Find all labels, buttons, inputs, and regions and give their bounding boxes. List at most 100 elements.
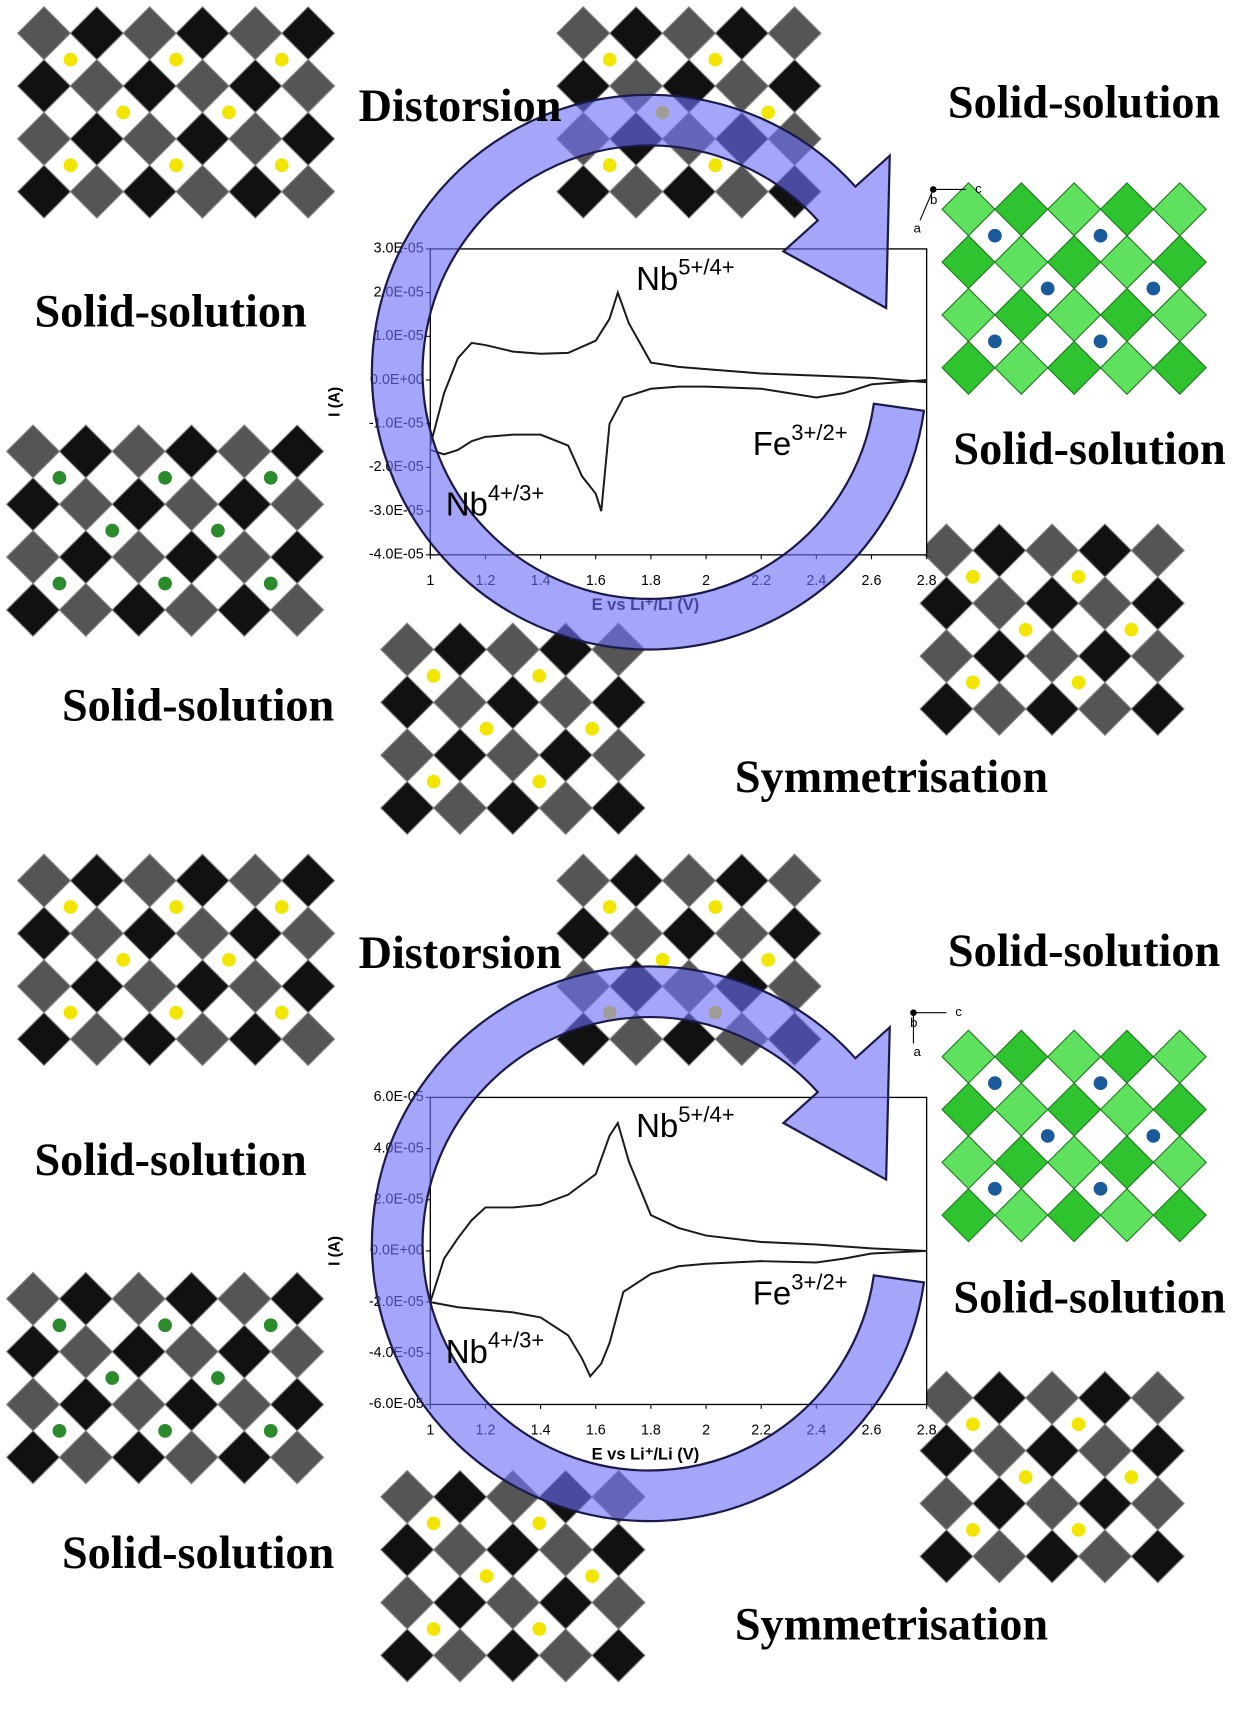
octahedron xyxy=(175,111,230,167)
octahedron xyxy=(58,1430,114,1485)
octahedron xyxy=(485,675,541,730)
octahedron xyxy=(972,681,1027,737)
octahedron xyxy=(175,1011,230,1067)
atom xyxy=(274,900,289,914)
atom xyxy=(1093,334,1108,349)
octahedron xyxy=(164,477,219,532)
octahedron xyxy=(941,1082,996,1137)
phase-label: Solid-solution xyxy=(948,925,1220,976)
octahedron xyxy=(58,424,114,479)
peak-element: Nb xyxy=(446,485,488,522)
octahedron xyxy=(58,582,114,638)
axis-origin xyxy=(910,1009,917,1016)
octahedron xyxy=(217,1324,272,1379)
octahedron xyxy=(122,6,177,61)
octahedron xyxy=(919,681,974,737)
atom xyxy=(52,1318,67,1333)
octahedron xyxy=(1046,182,1102,237)
octahedron xyxy=(767,58,822,114)
cv-curve xyxy=(429,289,927,446)
octahedron xyxy=(269,424,325,479)
octahedron xyxy=(1024,576,1080,631)
octahedron xyxy=(58,477,114,532)
phase-label: Solid-solution xyxy=(953,1272,1225,1323)
atom xyxy=(1124,622,1139,637)
octahedron xyxy=(1077,1529,1133,1584)
x-tick-label: 1.8 xyxy=(641,573,661,589)
octahedron xyxy=(175,58,230,114)
axis-label: b xyxy=(910,1015,917,1030)
octahedron xyxy=(1130,523,1185,578)
octahedron xyxy=(111,424,166,479)
octahedron xyxy=(591,1628,646,1683)
atom xyxy=(479,721,494,736)
octahedron xyxy=(1024,681,1080,737)
octahedron xyxy=(591,780,646,836)
octahedron xyxy=(5,1324,61,1379)
octahedron xyxy=(608,6,664,61)
octahedron xyxy=(228,164,283,219)
octahedron xyxy=(16,164,72,219)
octahedron xyxy=(1130,1370,1185,1426)
atom xyxy=(708,52,723,67)
atom xyxy=(532,774,547,789)
octahedron xyxy=(1077,1423,1133,1478)
octahedron xyxy=(16,1011,72,1067)
atom xyxy=(532,1516,547,1531)
cv-curve xyxy=(429,1120,927,1303)
octahedron xyxy=(767,906,822,961)
octahedron xyxy=(1024,1423,1080,1478)
peak-redox: 5+/4+ xyxy=(678,255,734,280)
octahedron xyxy=(269,1271,325,1327)
atom xyxy=(274,1005,289,1020)
octahedron xyxy=(538,1522,593,1577)
octahedron xyxy=(269,1377,325,1432)
octahedron xyxy=(1046,234,1102,290)
octahedron xyxy=(280,1011,336,1067)
octahedron xyxy=(217,1377,272,1432)
octahedron xyxy=(432,1628,488,1683)
octahedron xyxy=(1077,1370,1133,1426)
octahedron xyxy=(1046,1135,1102,1190)
atom xyxy=(602,158,617,173)
octahedron xyxy=(556,853,611,908)
octahedron xyxy=(591,1522,646,1577)
octahedron xyxy=(69,906,125,961)
octahedron xyxy=(1024,523,1080,578)
octahedron xyxy=(432,1522,488,1577)
atom xyxy=(105,1371,120,1385)
octahedron xyxy=(994,1187,1049,1243)
atom xyxy=(52,470,67,485)
atom xyxy=(274,158,289,173)
octahedron xyxy=(175,6,230,61)
octahedron xyxy=(122,58,177,114)
phase-label: Solid-solution xyxy=(62,1527,334,1578)
octahedron xyxy=(380,622,435,677)
atom xyxy=(211,1371,225,1385)
x-tick-label: 1.6 xyxy=(586,573,606,589)
octahedron xyxy=(1046,1029,1102,1084)
x-tick-label: 2.8 xyxy=(917,573,937,589)
octahedron xyxy=(58,1324,114,1379)
octahedron xyxy=(1077,1476,1133,1531)
octahedron xyxy=(1152,1187,1207,1243)
octahedron xyxy=(941,1029,996,1084)
x-tick-label: 1.8 xyxy=(641,1423,661,1439)
atom xyxy=(1071,569,1086,584)
atom xyxy=(1040,281,1055,296)
y-tick-label: -4.0E-05 xyxy=(369,547,424,563)
octahedron xyxy=(228,111,283,167)
atom xyxy=(169,900,183,914)
atom xyxy=(222,105,236,120)
octahedron xyxy=(280,164,336,219)
x-tick-label: 2.2 xyxy=(751,1423,771,1439)
x-tick-label: 2.6 xyxy=(862,1423,882,1439)
octahedron xyxy=(280,6,336,61)
octahedron xyxy=(661,164,717,219)
octahedron xyxy=(432,1469,488,1525)
cv-curve xyxy=(430,379,927,512)
atom xyxy=(169,1005,183,1020)
axis-label: c xyxy=(955,1004,962,1019)
octahedron xyxy=(280,853,336,908)
